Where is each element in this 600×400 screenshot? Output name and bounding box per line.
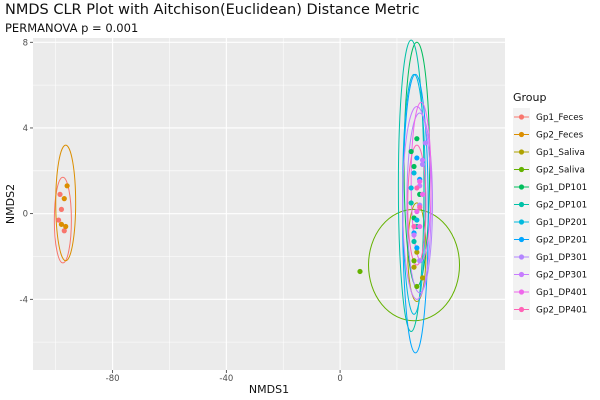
point-gp2_dp101 [408, 200, 414, 206]
point-gp2_feces [63, 223, 69, 230]
ellipse-gp2_dp401 [407, 144, 427, 266]
point-gp1_dp401 [417, 178, 423, 185]
x-tick-label: -80 [106, 374, 120, 384]
legend-label: Gp2_Saliva [536, 166, 585, 176]
ellipse-gp1_feces [53, 176, 72, 264]
legend-label: Gp2_DP301 [536, 271, 587, 281]
plot-panel [33, 38, 505, 370]
point-gp1_dp301 [422, 140, 428, 146]
legend-key-point [518, 149, 525, 155]
point-gp1_feces [61, 228, 67, 234]
legend-label: Gp2_DP401 [536, 306, 587, 316]
legend-key-point [518, 114, 525, 120]
point-gp2_dp301 [419, 157, 426, 163]
legend-label: Gp2_DP101 [536, 201, 587, 211]
legend-key-point [518, 236, 525, 243]
point-gp1_dp401 [419, 191, 426, 197]
ellipse-gp2_dp101 [397, 39, 425, 332]
point-gp1_dp401 [417, 223, 423, 230]
point-gp1_dp101 [414, 136, 420, 142]
legend-label: Gp1_DP201 [536, 218, 587, 228]
legend-label: Gp1_Feces [536, 113, 584, 123]
point-gp1_saliva [419, 275, 426, 281]
point-gp1_feces [55, 217, 62, 223]
legend-key-point [518, 289, 525, 295]
point-gp2_saliva [414, 283, 420, 290]
ellipse-gp2_saliva [368, 208, 461, 322]
legend-label: Gp1_DP101 [536, 183, 587, 193]
point-gp1_saliva [411, 264, 417, 270]
point-gp2_dp101 [411, 238, 417, 245]
legend: Group Gp1_Feces Gp2_Feces Gp1_Saliva Gp2_Sa… [513, 91, 587, 320]
legend-key-background [513, 108, 530, 320]
point-gp2_dp301 [411, 232, 417, 238]
point-gp1_dp101 [408, 148, 414, 155]
legend-key-point [518, 166, 525, 173]
point-gp2_saliva [357, 268, 363, 275]
legend-key-point [518, 306, 525, 313]
legend-key-point [518, 184, 525, 190]
legend-label: Gp1_DP301 [536, 253, 587, 263]
y-tick-label: 4 [23, 124, 28, 134]
y-tick-label: -4 [20, 295, 28, 305]
y-axis-label: NMDS2 [4, 184, 17, 224]
point-gp1_dp301 [417, 258, 423, 264]
y-tick-label: 0 [23, 210, 28, 220]
x-axis-label: NMDS1 [249, 383, 289, 396]
point-gp2_saliva [411, 258, 417, 264]
point-gp2_dp401 [411, 223, 417, 230]
ellipse-gp2_feces [55, 144, 77, 262]
confidence-ellipses [53, 39, 461, 354]
point-gp1_feces [58, 206, 65, 212]
point-gp1_dp201 [411, 170, 417, 176]
y-tick-label: 8 [23, 38, 28, 48]
legend-key-point [518, 201, 525, 208]
point-gp1_dp101 [411, 163, 417, 170]
legend-label: Gp2_Feces [536, 131, 584, 141]
legend-title: Group [513, 91, 547, 104]
legend-label: Gp1_DP401 [536, 288, 587, 298]
chart-title: NMDS CLR Plot with Aitchison(Euclidean) … [5, 2, 420, 18]
point-gp2_dp401 [417, 204, 423, 210]
point-gp2_feces [61, 196, 67, 202]
legend-key-point [518, 271, 525, 278]
legend-key-point [518, 131, 525, 138]
point-gp1_dp301 [419, 161, 426, 167]
x-tick-label: -40 [219, 374, 233, 384]
point-gp2_feces [64, 183, 70, 189]
ellipse-gp1_dp301 [406, 112, 433, 294]
point-gp2_dp201 [414, 155, 420, 161]
grid-lines [33, 38, 505, 370]
legend-key-point [518, 219, 525, 225]
legend-key-point [518, 254, 525, 260]
point-gp1_saliva [414, 249, 420, 255]
data-points [55, 136, 428, 290]
x-tick-label: 0 [337, 374, 342, 384]
legend-label: Gp2_DP201 [536, 236, 587, 246]
point-gp1_feces [57, 191, 63, 197]
point-gp2_dp201 [414, 245, 420, 251]
point-gp1_dp401 [414, 208, 420, 215]
legend-label: Gp1_Saliva [536, 148, 585, 158]
point-gp2_dp401 [414, 185, 420, 191]
point-gp1_dp201 [414, 217, 420, 223]
point-gp2_feces [58, 221, 65, 227]
chart-subtitle: PERMANOVA p = 0.001 [5, 21, 139, 35]
point-gp1_dp201 [408, 185, 414, 191]
